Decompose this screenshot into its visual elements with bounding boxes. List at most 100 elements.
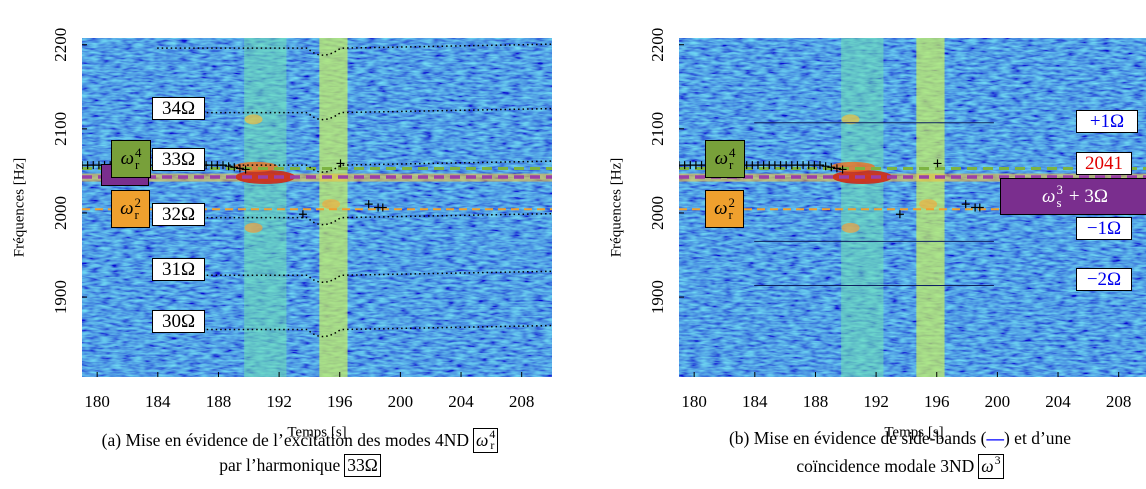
math-sub: r	[728, 207, 733, 222]
math-sub: r	[134, 207, 139, 222]
y-tick-label: 2000	[648, 196, 667, 230]
math: ω 3 s + 3Ω	[1042, 182, 1108, 210]
x-tick-label: 188	[803, 392, 829, 411]
annotation: ω 3 s + 3Ω	[1000, 178, 1146, 215]
caption-text: (b) Mise en évidence de side-bands (	[728, 428, 987, 448]
hot-spot	[841, 222, 860, 233]
x-tick-label: 204	[448, 392, 474, 411]
hot-spot	[244, 222, 263, 233]
x-tick-label: 204	[1045, 392, 1071, 411]
hot-spot	[244, 114, 263, 125]
math-base: ω	[476, 429, 489, 450]
x-axis-label: Temps [s]	[287, 424, 346, 440]
math-sub: r	[134, 157, 140, 172]
math-sup: 2	[728, 194, 735, 210]
y-tick-label: 1900	[51, 280, 70, 314]
caption-text: par l’harmonique	[219, 455, 341, 475]
band	[244, 38, 287, 377]
spectrogram	[679, 38, 1146, 377]
y-axis-label: Fréquences [Hz]	[608, 158, 624, 258]
harmonic-line	[157, 270, 552, 284]
x-tick-label: 184	[742, 392, 768, 411]
x-tick-label: 196	[924, 392, 950, 411]
math-base: ω	[981, 455, 994, 476]
x-tick-label: 196	[327, 392, 353, 411]
annotation: +1Ω	[1076, 110, 1138, 133]
annotation: 32Ω	[152, 203, 205, 226]
caption-color: —	[986, 428, 1004, 448]
math-sup: 4	[134, 144, 142, 160]
caption-text: (a) Mise en évidence de l’excitation des…	[101, 429, 470, 450]
math-sup: 3	[994, 453, 1001, 467]
caption-text: coïncidence modale 3ND	[796, 455, 975, 476]
caption-box: 33Ω	[344, 454, 381, 477]
caption-text: ) et d’une	[1003, 428, 1072, 448]
y-tick-label: 2200	[51, 28, 70, 62]
harmonic-line	[157, 324, 552, 338]
x-tick-label: 208	[509, 392, 535, 411]
band	[82, 173, 552, 182]
x-axis-label: Temps [s]	[884, 424, 943, 440]
y-tick-label: 2200	[648, 28, 667, 62]
math-base: ω	[714, 198, 728, 219]
y-tick-label: 2100	[648, 112, 667, 146]
hot-spot	[841, 114, 860, 125]
math-sup: 4	[489, 427, 496, 441]
math-sub: s	[1056, 194, 1062, 210]
math-base: ω	[120, 148, 134, 169]
annotation: 33Ω	[152, 148, 205, 171]
x-tick-label: 192	[863, 392, 889, 411]
annotation: −2Ω	[1076, 268, 1132, 291]
harmonic-line	[157, 43, 552, 56]
x-tick-label: 200	[388, 392, 414, 411]
y-tick-label: 2000	[51, 196, 70, 230]
math-sup: 4	[728, 144, 736, 160]
x-tick-label: 192	[266, 392, 292, 411]
band	[841, 38, 884, 377]
spectrogram	[82, 38, 552, 377]
hot-spot	[322, 199, 341, 210]
math-sub: r	[490, 438, 495, 453]
math-sup: 2	[134, 194, 141, 210]
annotation: 34Ω	[152, 97, 205, 120]
harmonic-line	[157, 212, 552, 226]
annotation: 2041	[1076, 152, 1132, 175]
annotation: 31Ω	[152, 258, 205, 281]
caption-line: coïncidence modale 3ND ω 3	[600, 454, 1146, 479]
hot-spot	[919, 199, 938, 210]
math-sub: r	[728, 157, 734, 172]
math-scripts: 3	[994, 453, 1001, 478]
caption-line: par l’harmonique 33Ω	[0, 454, 600, 477]
caption-line: (b) Mise en évidence de side-bands (—) e…	[600, 428, 1146, 449]
math-sup: 3	[1056, 182, 1063, 198]
math-sub	[995, 466, 1001, 477]
x-tick-label: 184	[145, 392, 171, 411]
caption-line: (a) Mise en évidence de l’excitation des…	[0, 428, 600, 453]
x-tick-label: 180	[84, 392, 110, 411]
x-tick-label: 208	[1106, 392, 1132, 411]
annotation: 30Ω	[152, 310, 205, 333]
math-suffix: + 3Ω	[1068, 185, 1108, 207]
annotation: −1Ω	[1076, 217, 1132, 240]
y-tick-label: 2100	[51, 112, 70, 146]
x-tick-label: 188	[206, 392, 232, 411]
harmonic-line	[157, 107, 552, 121]
x-tick-label: 200	[985, 392, 1011, 411]
math-base: ω	[1042, 185, 1056, 207]
